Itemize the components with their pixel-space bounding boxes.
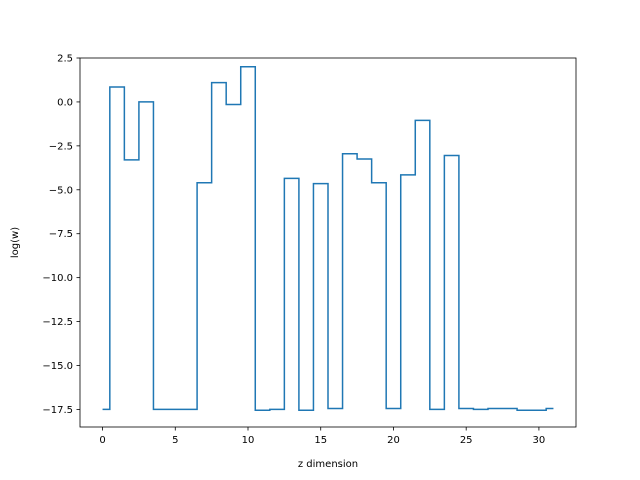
y-axis: 2.5 0.0 −2.5 −5.0 −7.5 −10.0 −12.5 −15.0 −17.5 xyxy=(42,54,80,416)
plot-frame xyxy=(79,57,577,428)
x-tick-label: 10 xyxy=(242,435,255,446)
y-tick-label: −7.5 xyxy=(49,229,73,240)
series-layer xyxy=(102,66,554,412)
x-axis-label: z dimension xyxy=(298,459,358,470)
x-tick-label: 0 xyxy=(99,435,105,446)
y-tick-label: −5.0 xyxy=(49,185,73,196)
y-tick-label: −17.5 xyxy=(42,405,73,416)
x-tick-label: 30 xyxy=(533,435,546,446)
x-tick-label: 15 xyxy=(314,435,327,446)
y-axis-label: log(w) xyxy=(10,227,21,258)
x-tick-label: 20 xyxy=(387,435,400,446)
series-line-0 xyxy=(102,66,554,412)
y-tick-label: 0.0 xyxy=(57,97,73,108)
y-tick-label: −2.5 xyxy=(49,141,73,152)
y-tick-label: −15.0 xyxy=(42,361,73,372)
x-tick-label: 25 xyxy=(460,435,473,446)
x-axis: 0 5 10 15 20 25 30 xyxy=(99,427,545,446)
x-tick-label: 5 xyxy=(172,435,178,446)
y-tick-label: −10.0 xyxy=(42,273,73,284)
y-tick-label: 2.5 xyxy=(57,54,73,65)
y-tick-label: −12.5 xyxy=(42,317,73,328)
